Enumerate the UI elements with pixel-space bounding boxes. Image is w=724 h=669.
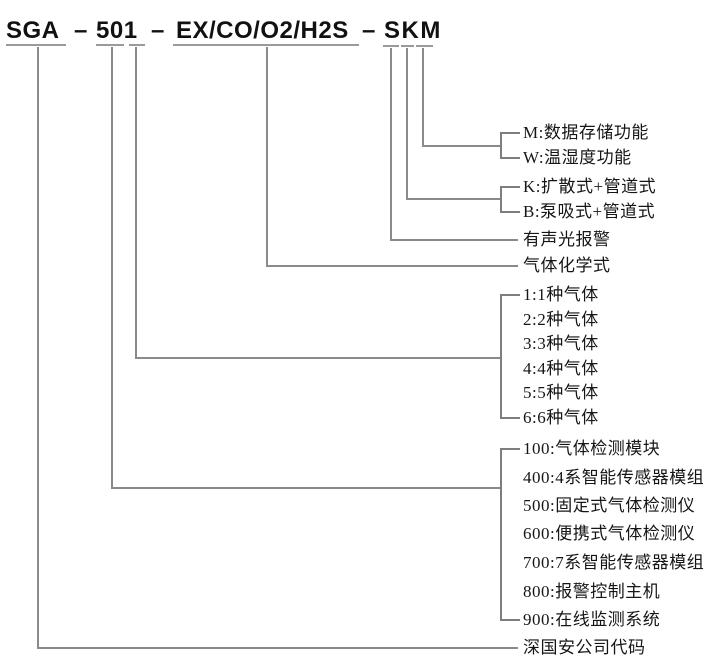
label-series-800: 800:报警控制主机 bbox=[523, 582, 661, 601]
line-gas-count bbox=[135, 47, 501, 359]
label-option-m-storage: M:数据存储功能 bbox=[523, 123, 649, 142]
label-series-700: 700:7系智能传感器模组 bbox=[523, 553, 705, 572]
line-alarm bbox=[390, 48, 518, 241]
bracket-product-series bbox=[500, 448, 520, 621]
label-alarm: 有声光报警 bbox=[523, 230, 611, 249]
code-separator-3: – bbox=[362, 17, 376, 44]
code-separator-2: – bbox=[151, 17, 165, 44]
label-series-900: 900:在线监测系统 bbox=[523, 610, 661, 629]
line-sampling-mode bbox=[406, 48, 501, 200]
label-gas-count-5: 5:5种气体 bbox=[523, 383, 599, 402]
line-data-function bbox=[422, 48, 501, 147]
line-gas-formula bbox=[266, 47, 518, 267]
code-separator-1: – bbox=[74, 17, 88, 44]
label-company-code: 深国安公司代码 bbox=[523, 638, 646, 657]
code-gas-list: EX/CO/O2/H2S bbox=[176, 17, 349, 44]
code-options: SKM bbox=[384, 17, 442, 44]
line-product-series bbox=[111, 47, 501, 489]
label-option-b-pump: B:泵吸式+管道式 bbox=[523, 202, 656, 221]
label-gas-formula: 气体化学式 bbox=[523, 256, 611, 275]
bracket-sampling-mode bbox=[500, 186, 520, 213]
code-company: SGA bbox=[6, 17, 60, 44]
label-gas-count-1: 1:1种气体 bbox=[523, 285, 599, 304]
label-series-400: 400:4系智能传感器模组 bbox=[523, 468, 705, 487]
bracket-gas-count bbox=[500, 294, 520, 419]
label-gas-count-6: 6:6种气体 bbox=[523, 408, 599, 427]
label-gas-count-2: 2:2种气体 bbox=[523, 310, 599, 329]
label-series-100: 100:气体检测模块 bbox=[523, 439, 661, 458]
bracket-data-function bbox=[500, 132, 520, 159]
code-series: 501 bbox=[96, 17, 138, 44]
line-company-code bbox=[37, 47, 518, 649]
label-gas-count-3: 3:3种气体 bbox=[523, 334, 599, 353]
label-gas-count-4: 4:4种气体 bbox=[523, 359, 599, 378]
label-series-500: 500:固定式气体检测仪 bbox=[523, 496, 696, 515]
label-option-w-humidity: W:温湿度功能 bbox=[523, 148, 632, 167]
label-option-k-diffusion: K:扩散式+管道式 bbox=[523, 177, 657, 196]
label-series-600: 600:便携式气体检测仪 bbox=[523, 524, 696, 543]
